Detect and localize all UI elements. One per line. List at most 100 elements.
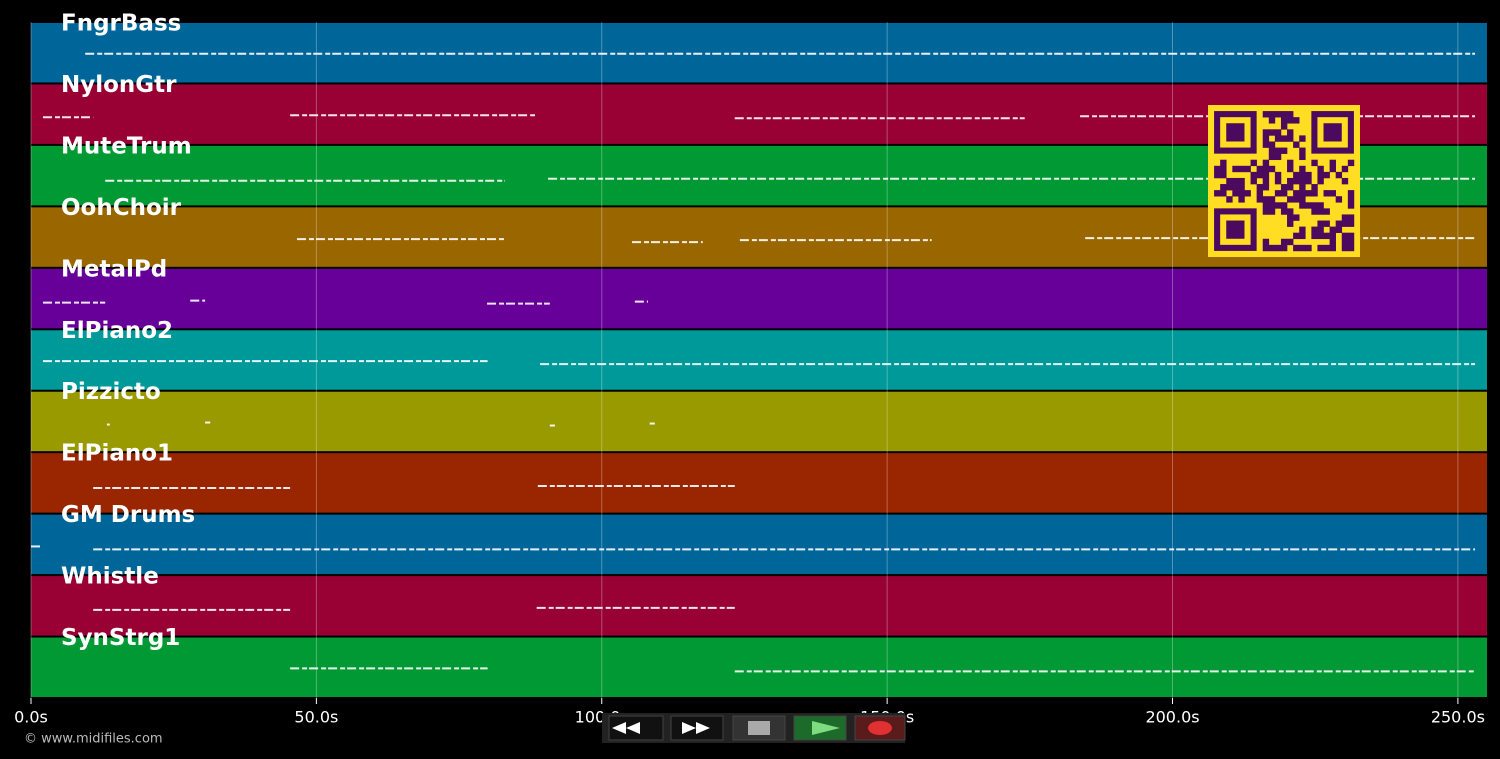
qr-cell [1341, 214, 1349, 221]
qr-cell [1347, 220, 1355, 227]
qr-cell [1262, 244, 1270, 252]
qr-cell [1341, 165, 1349, 173]
track-band [31, 453, 1487, 513]
qr-cell [1220, 159, 1227, 167]
qr-cell [1256, 196, 1264, 203]
qr-cell [1280, 111, 1288, 118]
qr-cell [1268, 196, 1276, 203]
qr-cell [1232, 190, 1239, 197]
qr-cell [1250, 177, 1257, 185]
qr-cell [1262, 238, 1270, 246]
qr-cell [1311, 159, 1318, 167]
qr-cell [1238, 196, 1245, 203]
qr-cell [1299, 244, 1306, 252]
qr-cell [1299, 165, 1306, 173]
qr-cell [1220, 190, 1227, 197]
track-band [31, 391, 1487, 452]
qr-cell [1220, 171, 1227, 179]
qr-cell [1280, 117, 1288, 124]
qr-cell [1274, 177, 1282, 185]
qr-cell [1317, 208, 1324, 215]
rewind-button[interactable] [608, 715, 664, 741]
qr-cell [1280, 208, 1288, 215]
qr-cell [1274, 129, 1282, 136]
qr-cell [1335, 226, 1343, 233]
qr-cell [1268, 202, 1276, 209]
qr-cell [1347, 238, 1355, 246]
qr-cell [1317, 165, 1324, 173]
qr-finder [1226, 123, 1245, 142]
qr-cell [1262, 171, 1270, 179]
track-name: GM Drums [61, 502, 195, 528]
qr-cell [1335, 171, 1343, 179]
qr-cell [1305, 171, 1312, 179]
qr-cell [1311, 208, 1318, 215]
qr-cell [1317, 226, 1324, 233]
qr-cell [1311, 232, 1318, 240]
qr-cell [1268, 165, 1276, 173]
qr-cell [1317, 177, 1324, 185]
qr-cell [1262, 202, 1270, 209]
qr-cell [1329, 190, 1336, 197]
qr-cell [1323, 220, 1330, 227]
qr-cell [1280, 184, 1288, 191]
track-band [31, 637, 1487, 697]
track-name: NylonGtr [61, 72, 177, 98]
qr-code [1208, 105, 1360, 257]
qr-cell [1268, 117, 1276, 124]
qr-cell [1287, 196, 1294, 203]
qr-cell [1323, 232, 1330, 240]
qr-cell [1287, 159, 1294, 167]
track-name: ElPiano2 [61, 318, 173, 344]
qr-cell [1256, 165, 1264, 173]
qr-cell [1305, 202, 1312, 209]
track-name: SynStrg1 [61, 625, 180, 651]
stop-icon [748, 721, 770, 735]
track-band [31, 514, 1487, 575]
qr-cell [1232, 184, 1239, 191]
track-band [31, 23, 1487, 83]
qr-cell [1341, 244, 1349, 252]
qr-cell [1317, 244, 1324, 252]
qr-cell [1256, 184, 1264, 191]
qr-cell [1299, 147, 1306, 154]
qr-cell [1226, 184, 1233, 191]
qr-cell [1287, 177, 1294, 185]
qr-cell [1268, 153, 1276, 161]
qr-cell [1335, 220, 1343, 227]
notes [31, 52, 1476, 673]
qr-cell [1305, 190, 1312, 197]
qr-cell [1317, 171, 1324, 179]
qr-cell [1287, 208, 1294, 215]
qr-cell [1329, 165, 1336, 173]
qr-cell [1347, 214, 1355, 221]
stop-button[interactable] [732, 715, 786, 741]
qr-cell [1232, 177, 1239, 185]
qr-cell [1329, 226, 1336, 233]
qr-cell [1274, 111, 1282, 118]
qr-cell [1262, 196, 1270, 203]
qr-cell [1287, 238, 1294, 246]
qr-cell [1299, 196, 1306, 203]
qr-cell [1299, 177, 1306, 185]
qr-cell [1341, 177, 1349, 185]
qr-finder [1323, 123, 1342, 142]
qr-cell [1347, 244, 1355, 252]
qr-cell [1287, 111, 1294, 118]
qr-cell [1262, 159, 1270, 167]
track-name: FngrBass [61, 11, 181, 37]
qr-cell [1317, 232, 1324, 240]
qr-cell [1250, 171, 1257, 179]
qr-cell [1323, 190, 1330, 197]
qr-cell [1293, 117, 1300, 124]
x-tick-label: 0.0s [14, 708, 48, 727]
qr-cell [1280, 190, 1288, 197]
qr-cell [1262, 165, 1270, 173]
qr-cell [1268, 141, 1276, 148]
qr-cell [1262, 184, 1270, 191]
qr-cell [1280, 244, 1288, 252]
qr-cell [1244, 190, 1251, 197]
qr-cell [1299, 135, 1306, 142]
qr-cell [1299, 226, 1306, 233]
